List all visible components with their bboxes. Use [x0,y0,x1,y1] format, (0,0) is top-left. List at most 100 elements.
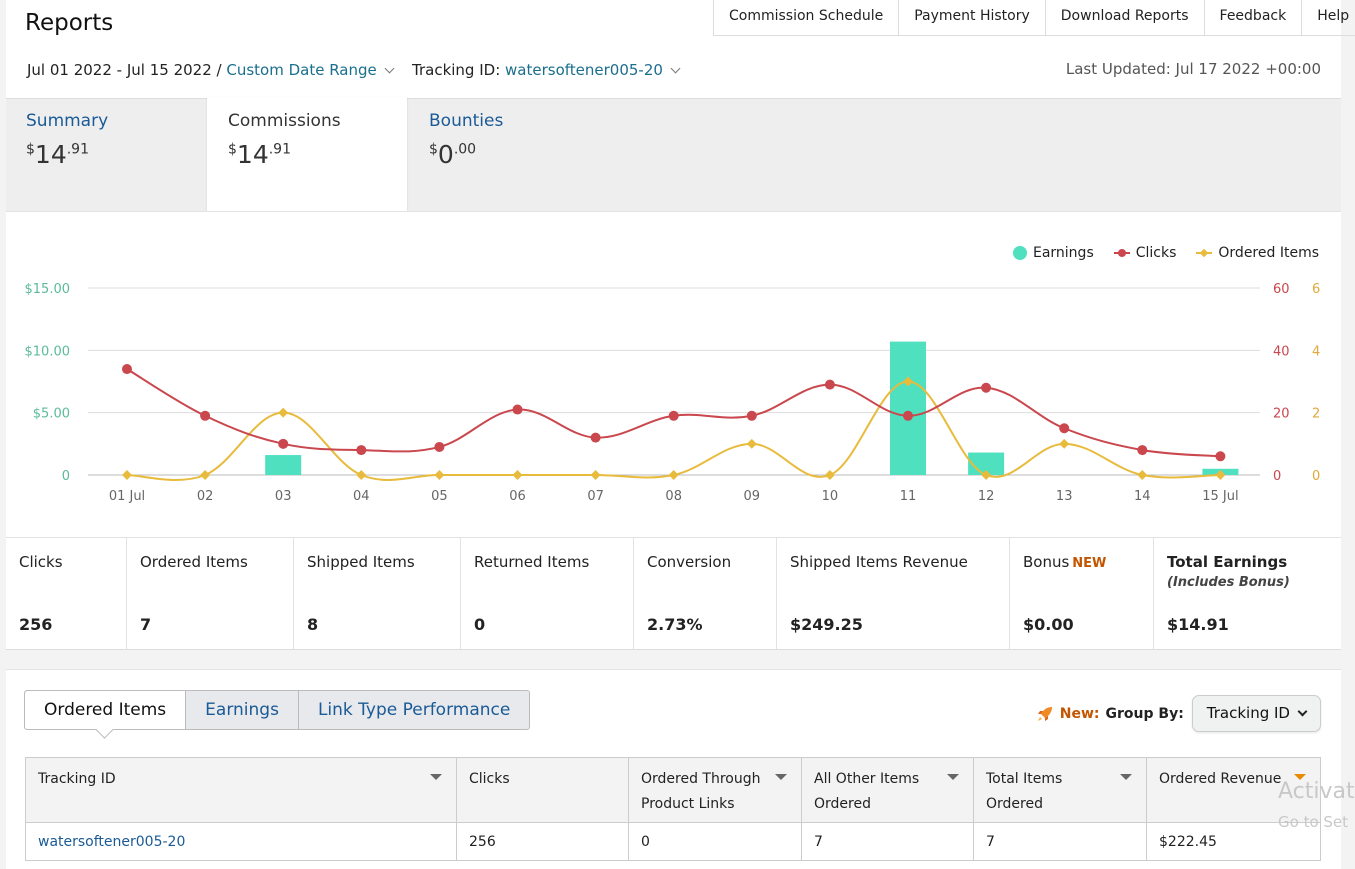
tab-summary-label[interactable]: Summary [26,111,109,131]
tab-earnings[interactable]: Earnings [185,691,298,729]
date-range: Jul 01 2022 - Jul 15 2022 / Custom Date … [27,61,395,79]
tab-summary[interactable]: Summary $14.91 [26,111,108,169]
group-by-select[interactable]: Tracking ID [1191,695,1321,732]
tracking-id-dropdown[interactable]: watersoftener005-20 [505,61,663,79]
ordered-items-point [122,470,132,480]
sort-arrow-icon[interactable] [1294,774,1306,780]
x-tick-label: 15 Jul [1202,489,1238,504]
col-ordered-revenue[interactable]: Ordered Revenue [1146,757,1321,823]
sort-arrow-icon[interactable] [1120,774,1132,780]
stat-value: $249.25 [790,615,863,634]
feedback-link[interactable]: Feedback [1205,0,1303,35]
tab-bounties[interactable]: Bounties $0.00 [429,111,503,169]
sort-arrow-icon[interactable] [430,774,442,780]
x-tick-label: 01 Jul [109,489,145,504]
ordered-items-point [434,470,445,480]
chevron-down-icon[interactable] [384,63,395,74]
y-right-orders-tick-label: 6 [1312,282,1320,297]
group-by: New: Group By: Tracking ID [1036,695,1321,732]
x-tick-label: 07 [587,489,604,504]
x-tick-label: 12 [978,489,995,504]
clicks-point [1215,451,1226,462]
rocket-icon [1037,706,1052,721]
y-left-tick-label: $10.00 [25,344,71,359]
cell-all-other-items: 7 [801,822,974,861]
ordered-items-point [746,438,757,449]
new-badge: NEW [1072,556,1107,571]
y-right-clicks-tick-label: 40 [1273,344,1290,359]
x-tick-label: 14 [1134,489,1151,504]
payment-history-link[interactable]: Payment History [899,0,1046,35]
stat-value: 0 [474,615,486,634]
ordered-items-line [126,380,1221,481]
stats-row: Clicks 256 Ordered Items 7 Shipped Items… [6,537,1341,650]
y-right-clicks-tick-label: 0 [1273,469,1281,484]
tab-link-type-performance[interactable]: Link Type Performance [297,691,529,729]
col-all-other-items-ordered[interactable]: All Other Items Ordered [801,757,974,823]
stat-label: Bonus NEW [1023,553,1107,571]
ordered-items-swatch-icon [1196,248,1213,258]
windows-activation-watermark: Activat [1278,779,1355,804]
clicks-point [903,410,913,421]
legend-earnings[interactable]: Earnings [1012,245,1094,261]
stat-clicks: Clicks 256 [6,538,127,649]
stat-value: 8 [307,615,319,634]
chart-panel: Earnings Clicks Ordered Items $15.00 60 6 $… [6,211,1341,537]
tab-ordered-items[interactable]: Ordered Items [25,691,186,729]
stat-sublabel: (Includes Bonus) [1167,575,1290,590]
col-clicks[interactable]: Clicks [456,757,629,823]
clicks-swatch-icon [1113,249,1130,257]
ordered-items-point [903,376,913,387]
cell-tracking-id[interactable]: watersoftener005-20 [25,822,457,861]
stat-value: 256 [19,615,53,634]
col-ordered-through-product-links[interactable]: Ordered Through Product Links [628,757,802,823]
help-link[interactable]: Help [1302,0,1355,35]
col-tracking-id[interactable]: Tracking ID [25,757,457,823]
x-tick-label: 03 [275,489,292,504]
summary-tabs: Summary $14.91 Commissions $14.91 Bounti… [6,97,1341,234]
x-tick-label: 11 [900,489,917,504]
commissions-amount: $14.91 [228,140,291,169]
stat-label: Conversion [647,553,732,571]
stat-label: Shipped Items Revenue [790,553,968,571]
clicks-point [746,410,757,421]
ordered-items-point [200,470,211,480]
y-right-clicks-tick-label: 60 [1273,282,1290,297]
stat-shipped-items-revenue: Shipped Items Revenue $249.25 [777,538,1010,649]
stat-ordered-items: Ordered Items 7 [127,538,294,649]
stat-conversion: Conversion 2.73% [634,538,777,649]
tab-commissions-label[interactable]: Commissions [228,111,341,131]
tab-bounties-label[interactable]: Bounties [429,111,504,131]
commission-schedule-link[interactable]: Commission Schedule [714,0,900,35]
y-right-clicks-tick-label: 20 [1273,407,1290,422]
cell-clicks: 256 [456,822,629,861]
ordered-items-point [824,470,835,480]
sort-arrow-icon[interactable] [947,774,959,780]
y-right-orders-tick-label: 4 [1312,344,1320,359]
clicks-point [434,441,445,452]
stat-value: 2.73% [647,615,703,634]
stat-label: Total Earnings [1167,553,1288,571]
sort-arrow-icon[interactable] [775,774,787,780]
stat-label: Shipped Items [307,553,415,571]
tracking-id-selector: Tracking ID: watersoftener005-20 [412,61,681,79]
custom-date-range-dropdown[interactable]: Custom Date Range [226,61,377,79]
report-tabs: Ordered Items Earnings Link Type Perform… [24,690,531,730]
summary-amount: $14.91 [26,140,89,169]
group-by-new-label: New: [1059,705,1100,722]
stat-total-earnings: Total Earnings (Includes Bonus) $14.91 [1154,538,1341,649]
chart-legend: Earnings Clicks Ordered Items [1012,245,1319,261]
ordered-items-point [668,470,679,480]
legend-clicks[interactable]: Clicks [1113,245,1176,261]
legend-ordered-items[interactable]: Ordered Items [1196,245,1319,261]
x-tick-label: 13 [1056,489,1073,504]
date-range-text: Jul 01 2022 - Jul 15 2022 / [27,61,222,79]
report-header: Reports Commission Schedule Payment Hist… [6,0,1355,98]
col-total-items-ordered[interactable]: Total Items Ordered [973,757,1147,823]
last-updated: Last Updated: Jul 17 2022 +00:00 [1065,60,1321,78]
stat-bonus: Bonus NEW $0.00 [1010,538,1154,649]
ordered-items-point [590,470,601,480]
tab-commissions[interactable]: Commissions $14.91 [228,111,341,169]
download-reports-link[interactable]: Download Reports [1046,0,1205,35]
chevron-down-icon[interactable] [670,63,681,74]
